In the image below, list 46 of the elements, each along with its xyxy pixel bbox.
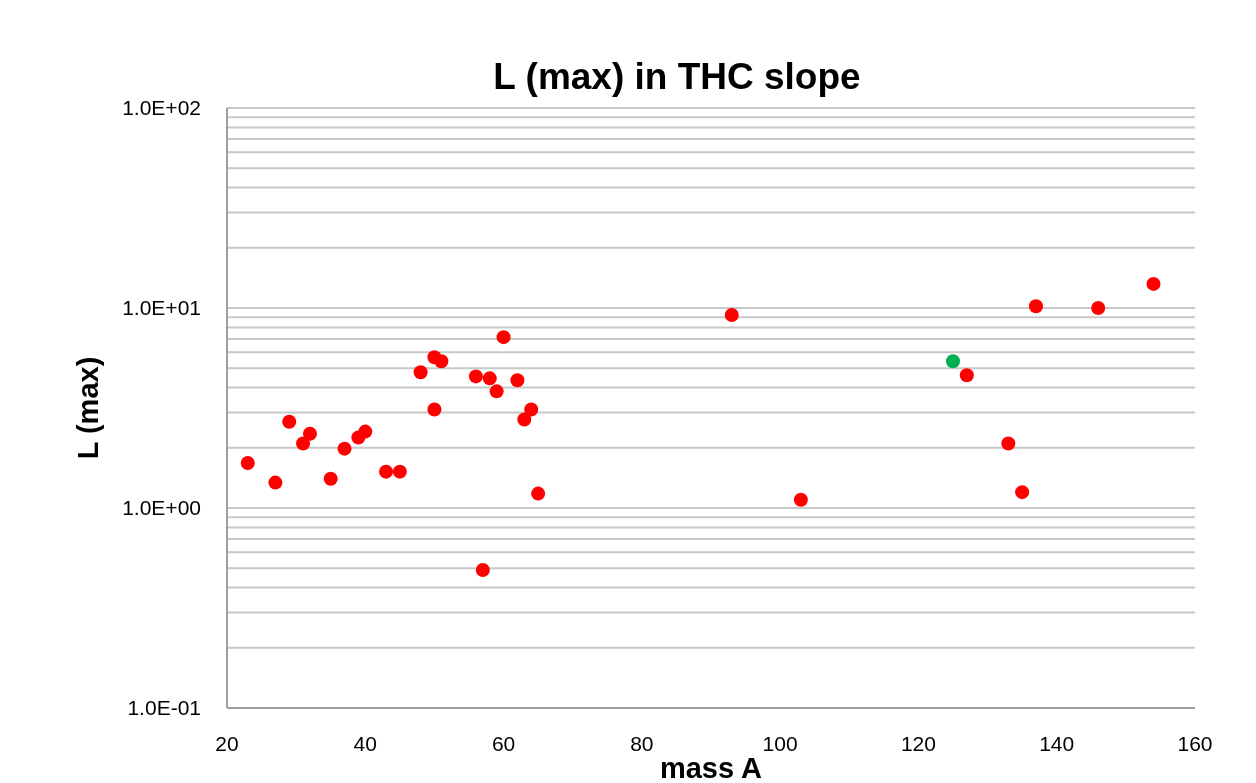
point	[724, 308, 739, 323]
point	[793, 492, 808, 507]
point	[427, 402, 442, 417]
y-tick-label: 1.0E+00	[122, 496, 201, 520]
point	[358, 424, 373, 439]
point	[337, 441, 352, 456]
point	[1091, 301, 1106, 315]
x-tick-label: 160	[1177, 731, 1213, 755]
point	[517, 412, 532, 427]
chart-title: L (max) in THC slope	[492, 56, 862, 98]
point	[496, 330, 511, 345]
point	[323, 471, 338, 486]
point	[392, 464, 407, 479]
x-tick-label: 120	[900, 731, 936, 755]
point	[1015, 485, 1030, 500]
point	[379, 464, 394, 479]
point	[475, 562, 490, 577]
point	[468, 369, 483, 384]
point	[296, 436, 311, 451]
x-tick-label: 140	[1039, 731, 1075, 755]
point	[489, 384, 504, 399]
point	[282, 414, 297, 429]
x-tick-label: 40	[353, 731, 377, 755]
point	[413, 365, 428, 380]
x-tick-label: 20	[215, 731, 239, 755]
point	[510, 373, 525, 388]
x-axis-title: mass A	[659, 752, 763, 783]
point	[1028, 299, 1043, 314]
x-tick-label: 60	[491, 731, 516, 755]
point	[946, 354, 960, 369]
point	[268, 475, 283, 490]
point	[959, 368, 974, 383]
x-tick-label: 100	[762, 731, 798, 755]
x-tick-label: 80	[630, 731, 654, 755]
point	[524, 402, 539, 417]
y-axis-title: L (max)	[72, 356, 105, 460]
point	[1001, 436, 1016, 451]
point	[302, 426, 317, 441]
point	[240, 455, 255, 470]
y-tick-label: 1.0E+02	[122, 96, 201, 120]
point	[482, 371, 497, 386]
y-tick-label: 1.0E-01	[127, 696, 201, 720]
point	[531, 486, 546, 501]
point	[1146, 276, 1161, 291]
point	[434, 354, 449, 369]
y-tick-label: 1.0E+01	[122, 296, 201, 320]
